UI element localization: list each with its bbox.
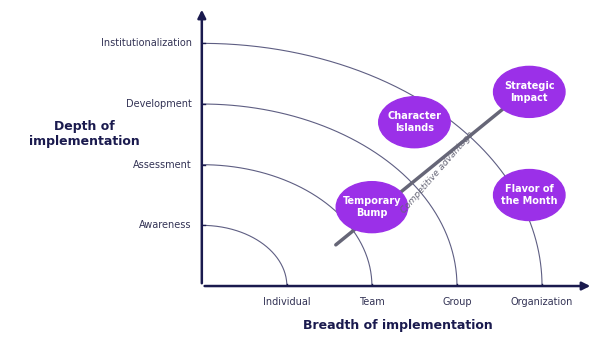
Text: Competitive advantage: Competitive advantage <box>399 130 475 215</box>
Text: Organization: Organization <box>511 297 573 307</box>
Circle shape <box>494 170 565 220</box>
Text: Awareness: Awareness <box>139 220 191 231</box>
Circle shape <box>336 182 407 233</box>
Text: Depth of
implementation: Depth of implementation <box>29 120 140 148</box>
Text: Institutionalization: Institutionalization <box>101 38 191 48</box>
Text: Development: Development <box>126 99 191 109</box>
Text: Team: Team <box>359 297 385 307</box>
Text: Flavor of
the Month: Flavor of the Month <box>501 184 557 206</box>
Text: Group: Group <box>442 297 472 307</box>
Text: Individual: Individual <box>263 297 311 307</box>
Text: Assessment: Assessment <box>133 160 191 170</box>
Circle shape <box>494 66 565 117</box>
Text: Temporary
Bump: Temporary Bump <box>343 196 401 218</box>
Circle shape <box>379 97 450 148</box>
Text: Strategic
Impact: Strategic Impact <box>504 81 554 103</box>
Text: Character
Islands: Character Islands <box>388 111 442 133</box>
Text: Breadth of implementation: Breadth of implementation <box>302 319 493 332</box>
